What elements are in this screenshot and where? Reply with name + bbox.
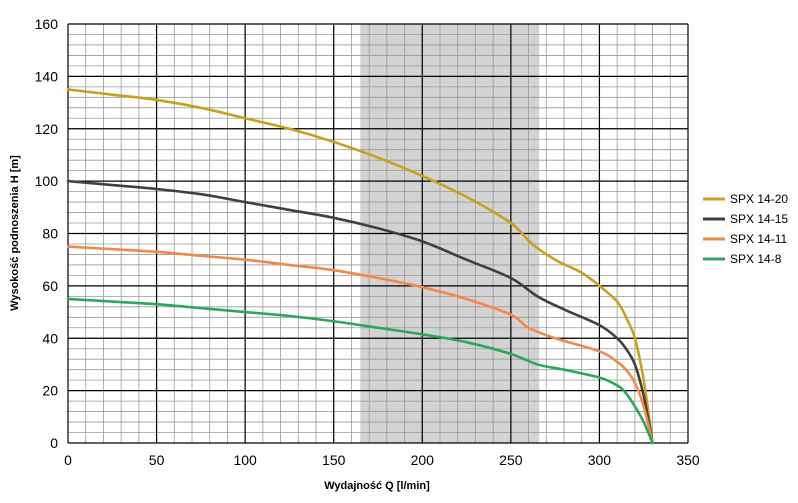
y-axis-title: Wysokość podnoszenia H [m] bbox=[9, 155, 21, 311]
series-layer bbox=[66, 88, 654, 445]
major-grid bbox=[67, 23, 689, 444]
x-tick-label: 150 bbox=[322, 452, 346, 468]
y-tick-label: 80 bbox=[42, 226, 58, 242]
series-line-spx-14-15 bbox=[66, 179, 654, 445]
legend-label-spx-14-11: SPX 14-11 bbox=[730, 232, 787, 246]
legend-label-spx-14-20: SPX 14-20 bbox=[730, 192, 788, 206]
legend-label-spx-14-15: SPX 14-15 bbox=[730, 212, 788, 226]
y-tick-label: 60 bbox=[42, 278, 58, 294]
y-tick-label: 0 bbox=[50, 435, 58, 451]
x-tick-labels: 0 50 100 150 200 250 300 350 bbox=[64, 452, 700, 468]
series-line-spx-14-20 bbox=[66, 88, 654, 445]
series-line-spx-14-8 bbox=[66, 297, 654, 445]
y-tick-labels: 0 20 40 60 80 100 120 140 160 bbox=[35, 16, 59, 451]
x-tick-label: 250 bbox=[499, 452, 523, 468]
y-tick-label: 140 bbox=[35, 68, 59, 84]
x-tick-label: 0 bbox=[64, 452, 72, 468]
y-tick-label: 100 bbox=[35, 173, 59, 189]
x-axis-title: Wydajność Q [l/min] bbox=[324, 480, 430, 492]
series-line-spx-14-11 bbox=[66, 245, 654, 445]
y-tick-label: 160 bbox=[35, 16, 59, 32]
y-tick-label: 120 bbox=[35, 121, 59, 137]
x-tick-label: 100 bbox=[233, 452, 257, 468]
x-tick-label: 300 bbox=[588, 452, 612, 468]
x-tick-label: 200 bbox=[411, 452, 435, 468]
legend-label-spx-14-8: SPX 14-8 bbox=[730, 252, 782, 266]
legend: SPX 14-20 SPX 14-15 SPX 14-11 SPX 14-8 bbox=[703, 192, 788, 266]
y-tick-label: 40 bbox=[42, 330, 58, 346]
y-tick-label: 20 bbox=[42, 383, 58, 399]
x-tick-label: 50 bbox=[149, 452, 165, 468]
x-tick-label: 350 bbox=[676, 452, 700, 468]
